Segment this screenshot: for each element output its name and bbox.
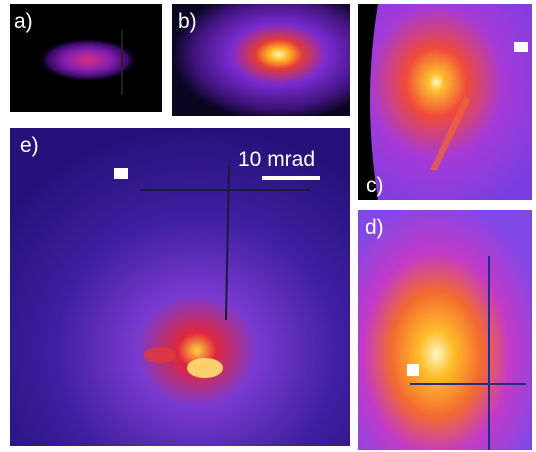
panel-c [358,4,532,200]
panel-label: a) [14,10,33,33]
hot-spot [187,358,223,378]
panel-label: e) [20,134,39,157]
panel-d [358,210,532,450]
hot-spot [144,347,176,363]
panel-label: d) [365,216,384,239]
marker [407,364,419,376]
panel-label: b) [178,10,197,33]
panel-label: c) [366,174,384,197]
panel-e [10,128,350,446]
panel-b [172,4,350,116]
scale-bar-label: 10 mrad [238,148,315,171]
figure: a) b) c) d) 10 mrad e) [0,0,536,452]
marker [514,42,528,52]
marker [114,168,128,179]
